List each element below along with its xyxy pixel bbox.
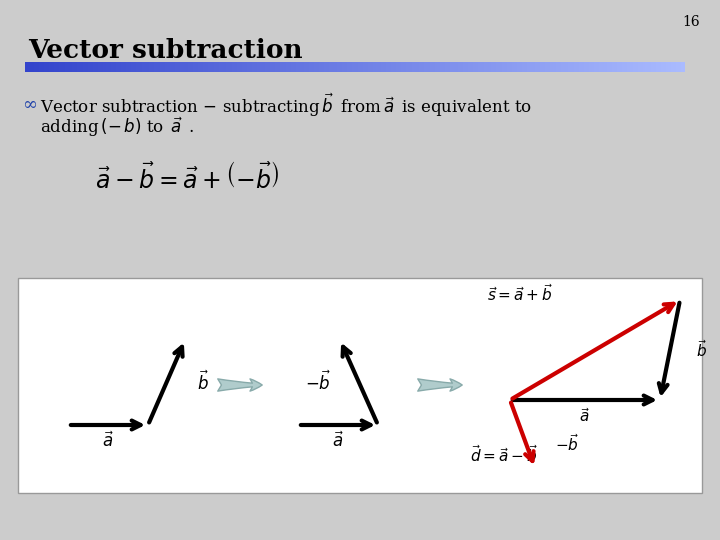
Text: $-\vec{b}$: $-\vec{b}$ [305,370,331,394]
Bar [18,278,702,493]
Text: 16: 16 [683,15,700,29]
Text: $\vec{b}$: $\vec{b}$ [696,340,708,361]
Text: $\vec{s} = \vec{a} + \vec{b}$: $\vec{s} = \vec{a} + \vec{b}$ [487,284,553,305]
Text: $-\vec{b}$: $-\vec{b}$ [555,434,579,455]
Text: $\vec{a}$: $\vec{a}$ [102,431,114,451]
Text: $\vec{b}$: $\vec{b}$ [197,370,209,394]
Text: $\vec{d} = \vec{a} - \vec{b}$: $\vec{d} = \vec{a} - \vec{b}$ [470,444,538,465]
Text: adding$\,(-\,b)$ to $\,\vec{a}\,$ .: adding$\,(-\,b)$ to $\,\vec{a}\,$ . [40,115,194,139]
Text: Vector subtraction: Vector subtraction [28,37,302,63]
Text: ∞: ∞ [22,96,37,114]
Text: $\vec{a} - \vec{b} = \vec{a} + \left(-\vec{b}\right)$: $\vec{a} - \vec{b} = \vec{a} + \left(-\v… [95,163,279,193]
Text: Vector subtraction $-$ subtracting$\,\vec{b}\,$ from$\,\vec{a}\,$ is equivalent : Vector subtraction $-$ subtracting$\,\ve… [40,91,532,119]
Text: $\vec{a}$: $\vec{a}$ [332,431,344,451]
Text: $\vec{a}$: $\vec{a}$ [580,407,590,425]
